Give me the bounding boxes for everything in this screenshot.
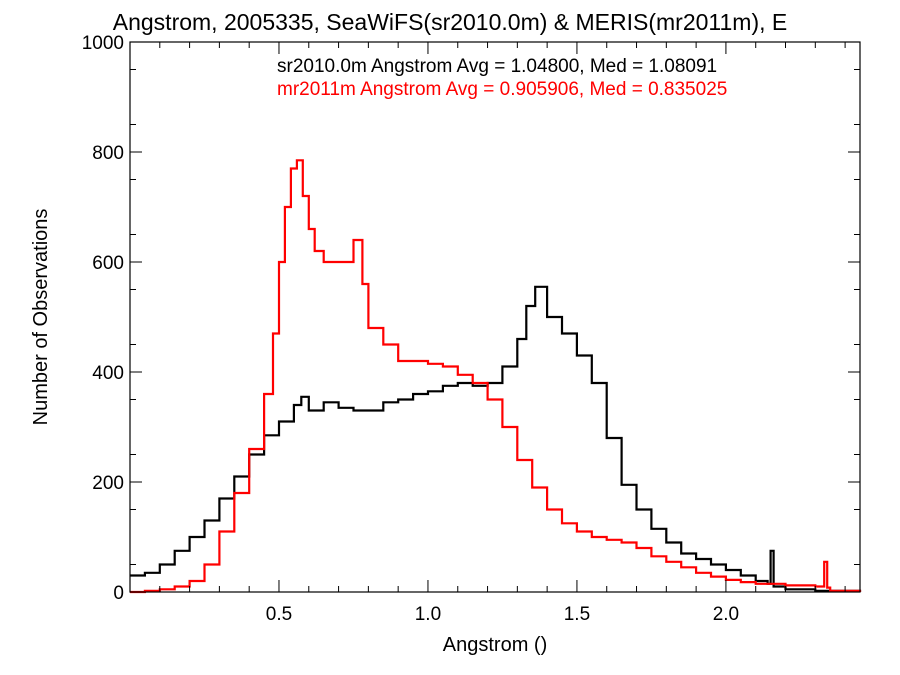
y-tick-label: 400	[92, 363, 124, 384]
x-axis-label: Angstrom ()	[443, 634, 547, 656]
chart-title: Angstrom, 2005335, SeaWiFS(sr2010.0m) & …	[113, 9, 787, 35]
x-tick-label: 1.0	[415, 604, 441, 625]
y-tick-label: 600	[92, 253, 124, 274]
plot-frame	[129, 41, 861, 593]
series-layer	[130, 159, 862, 594]
x-tick-label: 0.5	[266, 604, 292, 625]
annotation-mr2011: mr2011m Angstrom Avg = 0.905906, Med = 0…	[277, 79, 727, 100]
y-tick-label: 200	[92, 473, 124, 494]
y-axis-label: Number of Observations	[30, 209, 52, 426]
y-tick-label: 800	[92, 143, 124, 164]
x-tick-label: 2.0	[713, 604, 739, 625]
series-line-0	[130, 285, 862, 592]
annotation-sr2010: sr2010.0m Angstrom Avg = 1.04800, Med = …	[277, 56, 717, 77]
y-tick-labels: 0 200 400 600 800 1000	[82, 33, 124, 604]
x-tick-labels: 0.5 1.0 1.5 2.0	[266, 604, 739, 625]
ticks-layer	[130, 41, 860, 593]
x-tick-label: 1.5	[564, 604, 590, 625]
series-line-1	[130, 159, 862, 594]
y-tick-label: 1000	[82, 33, 124, 54]
y-tick-label: 0	[113, 583, 124, 604]
